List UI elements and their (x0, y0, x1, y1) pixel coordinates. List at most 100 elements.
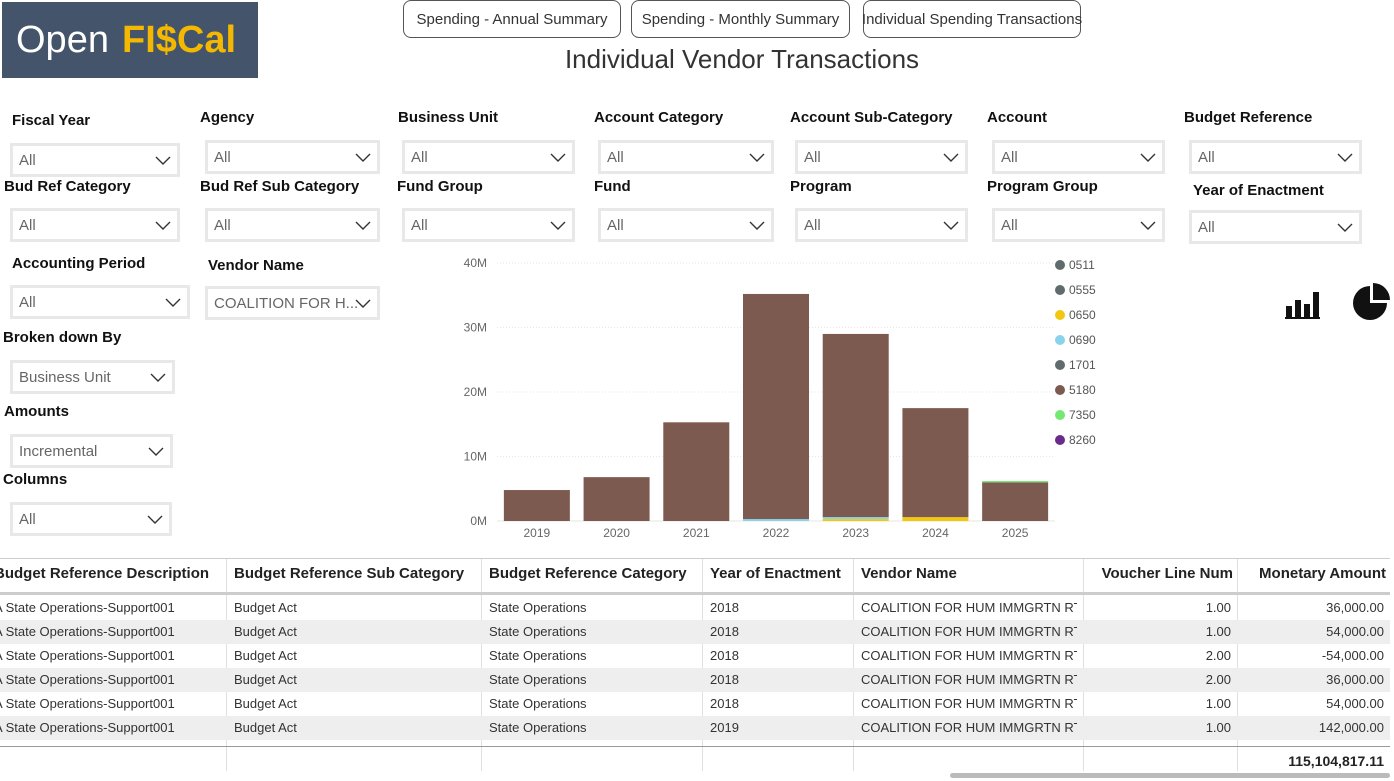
x-tick-label: 2023 (842, 526, 869, 540)
table-cell: A State Operations-Support001 (0, 720, 175, 735)
x-tick-label: 2019 (524, 526, 551, 540)
table-cell: 36,000.00 (1326, 600, 1384, 615)
dropdown[interactable]: All (10, 502, 172, 536)
bar-segment (583, 477, 650, 521)
column-divider (1083, 747, 1084, 771)
filter-label: Business Unit (398, 109, 499, 126)
filter-label: Fund (594, 178, 631, 195)
x-tick-label: 2020 (603, 526, 630, 540)
legend-marker (1055, 410, 1065, 420)
dropdown[interactable]: All (992, 140, 1165, 174)
table-cell: 142,000.00 (1318, 720, 1384, 735)
dropdown-value: Incremental (19, 443, 98, 460)
column-divider (853, 747, 854, 771)
table-cell: Budget Act (234, 624, 297, 639)
dropdown[interactable]: All (402, 140, 575, 174)
dropdown[interactable]: Incremental (10, 434, 173, 468)
legend-marker (1055, 435, 1065, 445)
filter-label: Amounts (4, 403, 69, 420)
table-cell: 36,000.00 (1326, 672, 1384, 687)
nav-button[interactable]: Spending - Monthly Summary (631, 0, 850, 38)
bar-chart-icon[interactable] (1284, 288, 1324, 322)
logo-text: Open (16, 19, 109, 61)
table-cell: State Operations (489, 720, 587, 735)
column-divider (1083, 559, 1084, 771)
table-cell: 2.00 (1205, 648, 1231, 663)
dropdown-value: All (607, 217, 624, 234)
dropdown[interactable]: All (1189, 210, 1362, 244)
column-divider (702, 747, 703, 771)
table-cell: COALITION FOR HUM IMMGRTN RTS (861, 648, 1077, 663)
dropdown[interactable]: All (795, 208, 968, 242)
filter-label: Account (987, 109, 1047, 126)
filter-label: Fiscal Year (12, 112, 91, 129)
filter-label: Broken down By (3, 329, 122, 346)
dropdown-value: All (19, 217, 36, 234)
chevron (749, 153, 765, 162)
table-cell: State Operations (489, 624, 587, 639)
legend-marker (1055, 360, 1065, 370)
table-cell: 2018 (710, 648, 739, 663)
dropdown[interactable]: All (795, 140, 968, 174)
table-cell: State Operations (489, 696, 587, 711)
y-tick-label: 30M (464, 321, 487, 335)
legend-marker (1055, 310, 1065, 320)
table-cell: A State Operations-Support001 (0, 696, 175, 711)
legend-label: 0555 (1069, 283, 1096, 297)
dropdown-value: All (411, 149, 428, 166)
table-cell: A State Operations-Support001 (0, 600, 175, 615)
column-divider (481, 747, 482, 771)
pie-chart-icon[interactable] (1352, 282, 1392, 322)
dropdown[interactable]: All (10, 143, 180, 177)
dropdown[interactable]: All (205, 140, 380, 174)
filter-label: Budget Reference (1184, 109, 1313, 126)
chevron (355, 299, 371, 308)
column-header: Budget Reference Description (0, 565, 210, 582)
column-header: Voucher Line Num (1101, 565, 1233, 582)
dropdown[interactable]: All (402, 208, 575, 242)
chart: 0M 10M 20M 30M 40M 2019 2020 2021 2022 2023 2024 20… (464, 256, 1096, 540)
table-cell: COALITION FOR HUM IMMGRTN RTS (861, 696, 1077, 711)
table-cell: COALITION FOR HUM IMMGRTN RTS (861, 672, 1077, 687)
legend-marker (1055, 260, 1065, 270)
dropdown[interactable]: All (205, 208, 380, 242)
chevron (148, 447, 164, 456)
bar-segment (822, 519, 889, 521)
table-cell: -54,000.00 (1321, 648, 1384, 663)
dropdown[interactable]: All (1189, 140, 1362, 174)
y-tick-label: 0M (470, 514, 487, 528)
legend-marker (1055, 335, 1065, 345)
dropdown[interactable]: All (10, 285, 190, 319)
dropdown[interactable]: All (598, 140, 774, 174)
legend-label: 7350 (1069, 408, 1096, 422)
column-header: Year of Enactment (710, 565, 841, 582)
chevron (1337, 223, 1353, 232)
bar-segment (982, 481, 1049, 483)
filter-label: Bud Ref Sub Category (200, 178, 360, 195)
column-header: Monetary Amount (1259, 565, 1386, 582)
table-cell: Budget Act (234, 600, 297, 615)
table-cell: 2.00 (1205, 672, 1231, 687)
nav-button[interactable]: Individual Spending Transactions (862, 0, 1082, 38)
dropdown[interactable]: COALITION FOR H... (205, 286, 380, 320)
table-cell: 1.00 (1205, 624, 1231, 639)
row-band (0, 668, 1390, 692)
dropdown[interactable]: Business Unit (10, 360, 175, 394)
filter-label: Vendor Name (208, 257, 304, 274)
bar-segment (982, 482, 1049, 521)
filter-label: Program (790, 178, 852, 195)
table-cell: State Operations (489, 600, 587, 615)
column-divider (226, 559, 227, 771)
scrollbar[interactable] (950, 773, 1390, 778)
chevron (1140, 153, 1156, 162)
dropdown-value: All (19, 294, 36, 311)
dropdown[interactable]: All (10, 208, 180, 242)
nav-button[interactable]: Spending - Annual Summary (403, 0, 621, 38)
dropdown[interactable]: All (598, 208, 774, 242)
column-header: Vendor Name (861, 565, 957, 582)
table-cell: 1.00 (1205, 600, 1231, 615)
filter-label: Columns (3, 471, 68, 488)
chevron (355, 153, 371, 162)
dropdown[interactable]: All (992, 208, 1165, 242)
column-divider (1237, 559, 1238, 771)
